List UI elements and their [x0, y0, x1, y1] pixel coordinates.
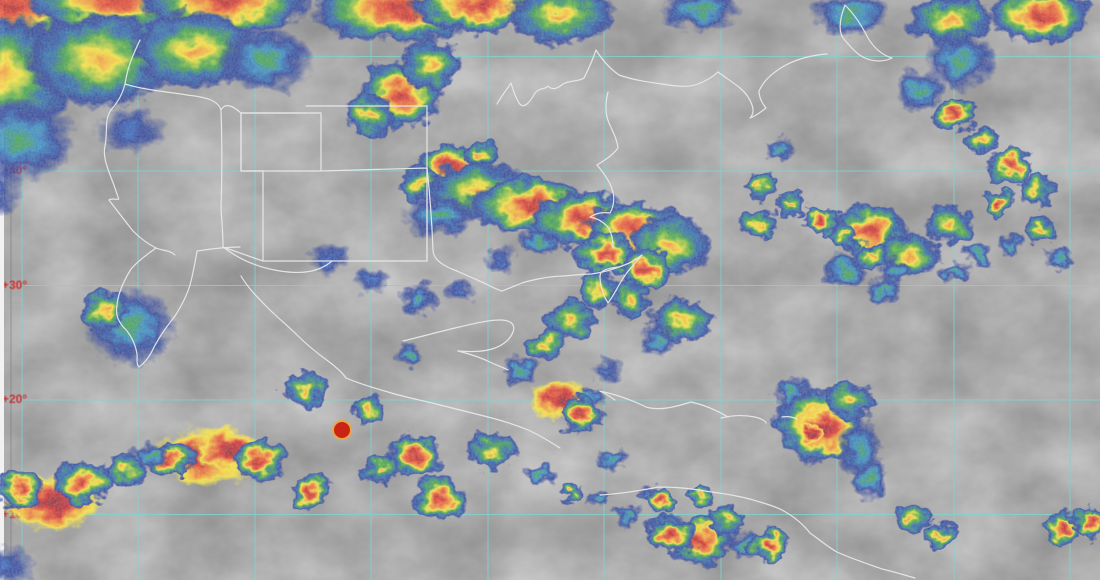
- svg-text:+20°: +20°: [2, 392, 27, 406]
- svg-text:+30°: +30°: [2, 278, 27, 292]
